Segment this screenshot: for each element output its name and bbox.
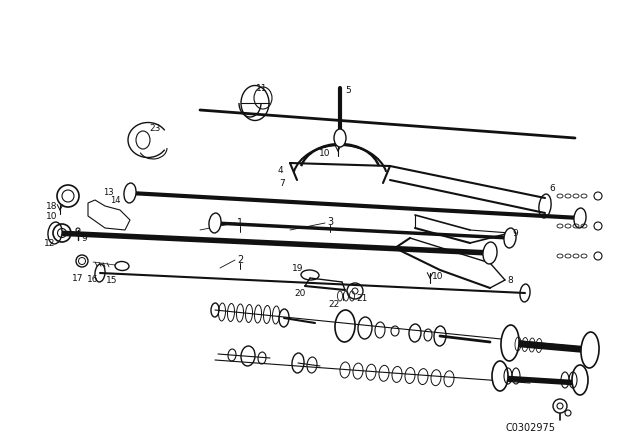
Ellipse shape	[48, 222, 62, 244]
Text: 14: 14	[109, 195, 120, 204]
Text: 11: 11	[256, 83, 268, 92]
Text: 9: 9	[81, 233, 87, 242]
Ellipse shape	[574, 208, 586, 228]
Text: 12: 12	[44, 238, 56, 247]
Text: 16: 16	[87, 275, 99, 284]
Ellipse shape	[501, 325, 519, 361]
Text: 10: 10	[319, 148, 331, 158]
Circle shape	[553, 399, 567, 413]
Text: 15: 15	[106, 276, 118, 284]
Text: C0302975: C0302975	[505, 423, 555, 433]
Text: 2: 2	[237, 255, 243, 265]
Text: 6: 6	[549, 184, 555, 193]
Text: 8: 8	[507, 276, 513, 284]
Text: 17: 17	[72, 273, 84, 283]
Text: 20: 20	[294, 289, 306, 297]
Text: 10: 10	[432, 271, 444, 280]
Text: 7: 7	[279, 178, 285, 188]
Ellipse shape	[124, 183, 136, 203]
Ellipse shape	[572, 365, 588, 395]
Text: 1: 1	[237, 218, 243, 228]
Text: 5: 5	[345, 86, 351, 95]
Ellipse shape	[334, 129, 346, 147]
Text: 19: 19	[292, 263, 304, 272]
Ellipse shape	[483, 242, 497, 264]
Text: 13: 13	[102, 188, 113, 197]
Text: 9: 9	[512, 228, 518, 237]
Text: 21: 21	[356, 293, 368, 302]
Text: 22: 22	[328, 300, 340, 309]
Ellipse shape	[504, 228, 516, 248]
Text: 10: 10	[46, 211, 58, 220]
Text: 3: 3	[327, 217, 333, 227]
Ellipse shape	[492, 361, 508, 391]
Text: 18: 18	[46, 202, 58, 211]
Ellipse shape	[209, 213, 221, 233]
Text: 4: 4	[277, 165, 283, 175]
Text: 23: 23	[149, 124, 161, 133]
Ellipse shape	[581, 332, 599, 368]
